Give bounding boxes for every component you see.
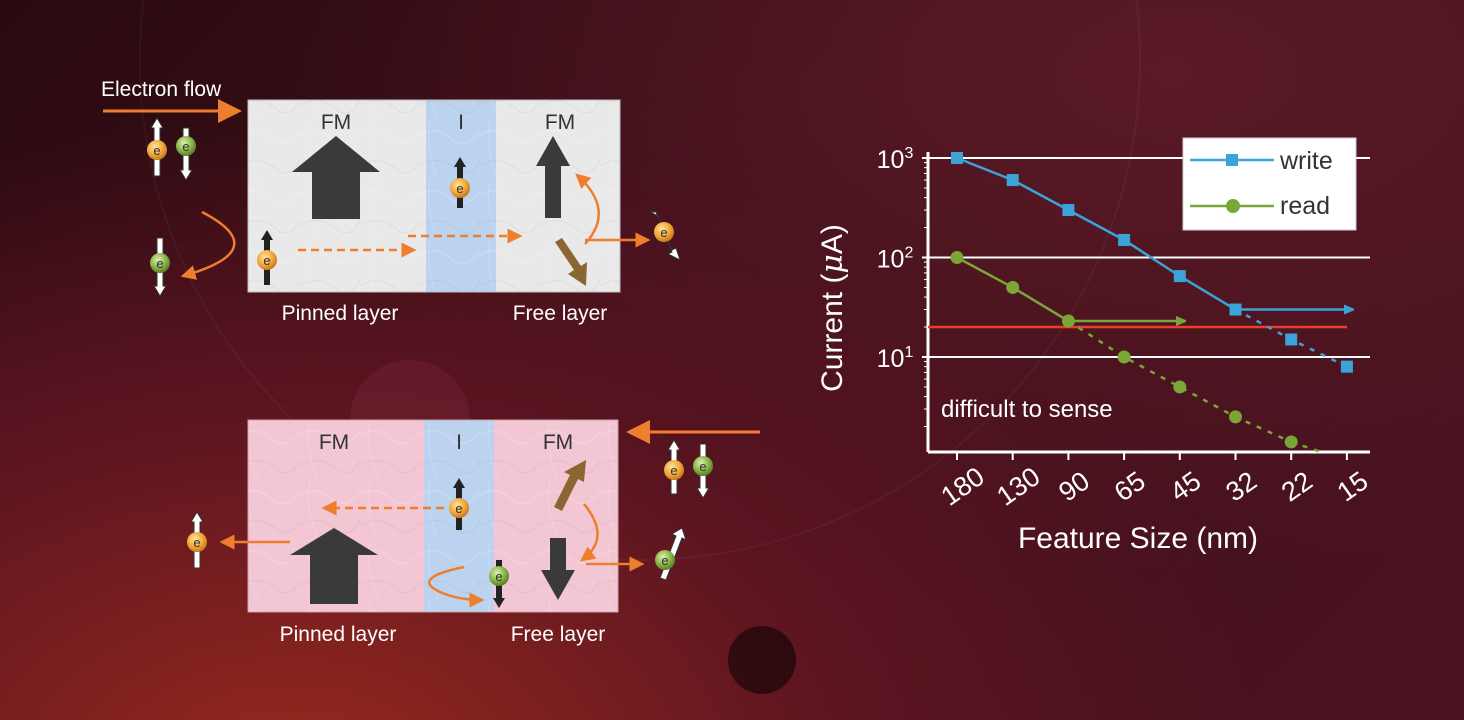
chart-x-tick-label: 90 (1053, 466, 1095, 508)
chart-series-write-line (956, 156, 1237, 311)
diagram-bottom: FM I FM e e e e (187, 419, 760, 646)
electron-incoming-green: e (693, 443, 713, 499)
top-torque-curve (575, 173, 600, 245)
chart-series (928, 152, 1353, 454)
chart-point-read (1061, 314, 1075, 328)
chart-x-tick-label: 15 (1332, 466, 1374, 508)
electron-bottom-tilted-green: e (655, 527, 687, 581)
chart-y-tick-label: 102 (877, 245, 914, 274)
electron-incoming-orange: e (664, 439, 684, 495)
chart-annotation: difficult to sense (941, 396, 1113, 423)
legend-write-marker (1226, 154, 1238, 166)
top-free-layer-label: Free layer (513, 302, 608, 325)
top-insulator-label: I (458, 111, 464, 134)
electron-bottom-insulator-orange: e (449, 478, 469, 530)
electron-flow-label: Electron flow (101, 78, 222, 101)
chart-point-write (1285, 333, 1298, 346)
svg-text:e: e (156, 256, 163, 271)
chart-point-write (1340, 360, 1353, 373)
chart-point-write (951, 152, 963, 164)
svg-text:e: e (153, 143, 160, 158)
chart-legend: write read (1182, 137, 1357, 231)
chart-x-tick-label: 65 (1109, 466, 1151, 508)
bottom-fm-right-label: FM (543, 431, 573, 454)
bottom-pinned-magnetization-arrow (290, 528, 378, 604)
bottom-pinned-layer-label: Pinned layer (280, 623, 397, 646)
top-pinned-layer-label: Pinned layer (282, 302, 399, 325)
bottom-insulator-label: I (456, 431, 462, 454)
chart-y-tick-label: 103 (877, 145, 914, 174)
chart-point-write (1118, 233, 1131, 246)
chart-x-axis-label: Feature Size (nm) (1018, 522, 1258, 555)
top-free-magnetization-arrow (536, 136, 570, 218)
chart-x-tick-label: 130 (991, 461, 1045, 511)
current-vs-feature-size-chart: 103 102 101 180 130 90 65 45 32 22 15 difficult to… (815, 137, 1374, 555)
chart-series-read-projection-tail (1290, 440, 1322, 454)
bottom-free-tilted-arrow (554, 460, 586, 511)
top-reflection-curve (180, 210, 236, 280)
legend-write-label: write (1279, 147, 1333, 175)
top-fm-right-label: FM (545, 111, 575, 134)
electron-bottom-reflected-green: e (489, 560, 509, 608)
bottom-free-layer-label: Free layer (511, 623, 606, 646)
chart-point-write (1006, 174, 1019, 187)
svg-text:e: e (455, 501, 462, 516)
legend-read-marker (1226, 199, 1240, 213)
bottom-fm-left-label: FM (319, 431, 349, 454)
top-pinned-magnetization-arrow (292, 136, 380, 219)
bottom-torque-curve (579, 503, 599, 562)
electron-bottom-exit-orange: e (187, 511, 207, 569)
electron-pinned-orange: e (257, 230, 277, 285)
electron-spin-down-green: e (176, 127, 196, 181)
electron-insulator-orange: e (450, 157, 470, 208)
electron-spin-up-orange: e (147, 117, 167, 177)
chart-point-read (1229, 410, 1242, 424)
chart-x-tick-label: 22 (1276, 466, 1318, 508)
svg-text:e: e (456, 181, 463, 196)
svg-text:e: e (699, 459, 706, 474)
svg-text:e: e (670, 463, 677, 478)
svg-text:e: e (182, 139, 189, 154)
chart-point-write (1062, 204, 1075, 217)
top-free-tilted-arrow (555, 238, 587, 286)
chart-y-axis-label: Current (μA) (815, 224, 850, 392)
bottom-reflection-curve (428, 565, 485, 608)
electron-reflected-green: e (150, 237, 170, 297)
chart-point-read (1006, 280, 1020, 294)
electron-exit-tilted-orange: e (649, 211, 681, 261)
chart-y-tick-label: 101 (877, 344, 914, 373)
top-frame (247, 99, 621, 293)
top-fm-left-label: FM (321, 111, 351, 134)
chart-point-write (1173, 270, 1186, 283)
diagram-top: FM I FM Electron flow e e e (101, 78, 681, 325)
svg-text:e: e (495, 569, 502, 584)
chart-x-tick-label: 180 (936, 461, 990, 511)
svg-text:e: e (263, 253, 270, 268)
chart-point-write (1229, 303, 1242, 316)
chart-point-read (1173, 380, 1187, 394)
bg-decor-dot (728, 626, 796, 694)
legend-read-label: read (1280, 192, 1330, 220)
bottom-frame (247, 419, 619, 613)
chart-point-read (950, 251, 964, 264)
svg-text:e: e (193, 535, 200, 550)
svg-text:e: e (661, 553, 668, 568)
svg-text:e: e (660, 225, 667, 240)
chart-x-tick-label: 32 (1220, 466, 1262, 508)
chart-point-read (1117, 350, 1131, 364)
legend-box (1182, 137, 1357, 231)
chart-x-tick-label: 45 (1165, 466, 1207, 508)
bottom-free-magnetization-arrow (541, 538, 575, 600)
